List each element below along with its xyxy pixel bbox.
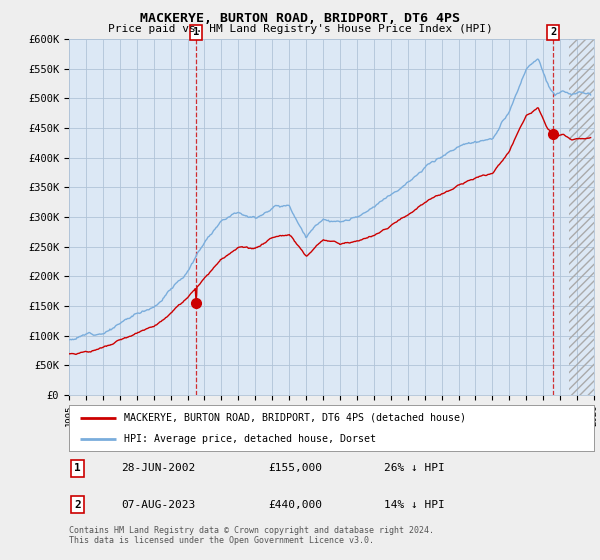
Text: 07-AUG-2023: 07-AUG-2023 bbox=[121, 500, 196, 510]
Text: 2: 2 bbox=[74, 500, 81, 510]
Text: 1: 1 bbox=[74, 464, 81, 474]
Text: £155,000: £155,000 bbox=[269, 464, 323, 474]
Text: Price paid vs. HM Land Registry's House Price Index (HPI): Price paid vs. HM Land Registry's House … bbox=[107, 24, 493, 34]
Text: 28-JUN-2002: 28-JUN-2002 bbox=[121, 464, 196, 474]
Text: 1: 1 bbox=[193, 27, 199, 38]
Text: 14% ↓ HPI: 14% ↓ HPI bbox=[384, 500, 445, 510]
Text: MACKERYE, BURTON ROAD, BRIDPORT, DT6 4PS: MACKERYE, BURTON ROAD, BRIDPORT, DT6 4PS bbox=[140, 12, 460, 25]
Text: Contains HM Land Registry data © Crown copyright and database right 2024.: Contains HM Land Registry data © Crown c… bbox=[69, 526, 434, 535]
Text: This data is licensed under the Open Government Licence v3.0.: This data is licensed under the Open Gov… bbox=[69, 536, 374, 545]
Text: HPI: Average price, detached house, Dorset: HPI: Average price, detached house, Dors… bbox=[124, 435, 376, 444]
Text: £440,000: £440,000 bbox=[269, 500, 323, 510]
Text: MACKERYE, BURTON ROAD, BRIDPORT, DT6 4PS (detached house): MACKERYE, BURTON ROAD, BRIDPORT, DT6 4PS… bbox=[124, 413, 466, 423]
Text: 26% ↓ HPI: 26% ↓ HPI bbox=[384, 464, 445, 474]
Bar bbox=[569, 39, 594, 395]
Text: 2: 2 bbox=[550, 27, 556, 38]
